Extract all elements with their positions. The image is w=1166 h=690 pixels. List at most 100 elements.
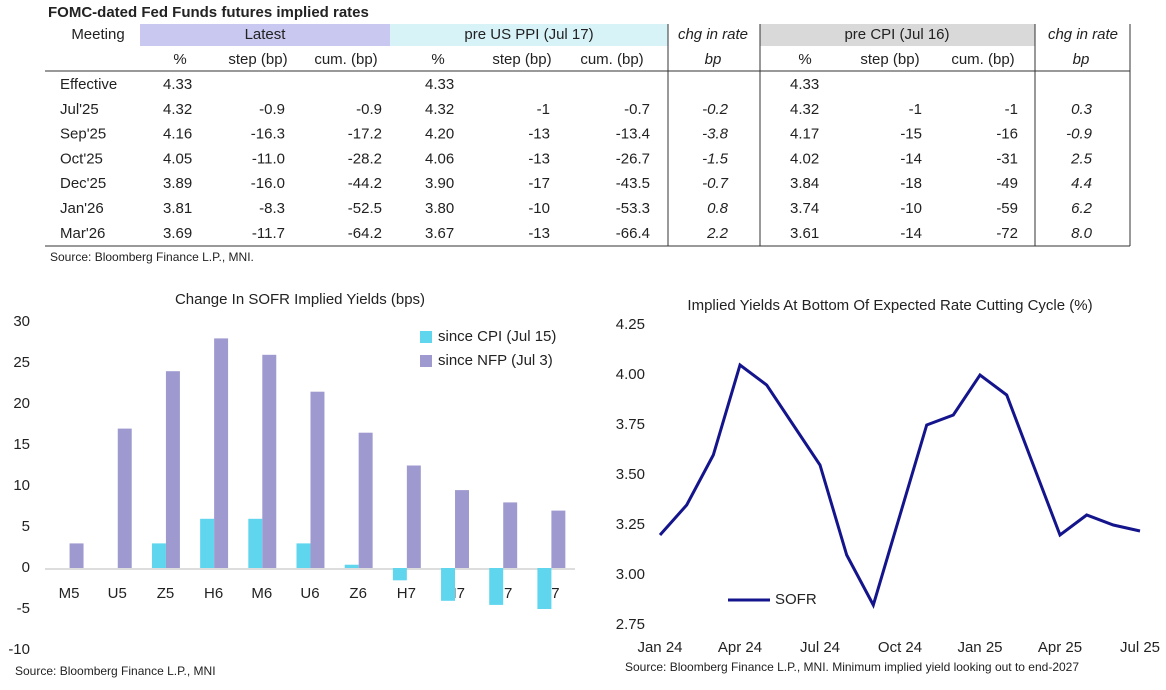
bar [551,510,566,568]
y-tick-label: -5 [17,600,30,617]
bar [200,518,215,568]
sub-header: % [173,51,186,68]
cell: -14 [900,225,922,242]
row-label: Effective [60,76,117,93]
y-tick-label: 3.50 [616,466,645,483]
ppi-header-bg [390,24,668,46]
bar [441,568,456,601]
cell: -43.5 [616,175,650,192]
sub-header: cum. (bp) [580,51,643,68]
cell: 3.61 [790,225,819,242]
row-label: Jul'25 [60,101,99,118]
bar [117,428,132,568]
cell: 3.90 [425,175,454,192]
cell: 3.74 [790,200,819,217]
latest-header-bg [140,24,390,46]
cell: 4.05 [163,150,192,167]
cell: -11.7 [252,225,285,242]
table-title: FOMC-dated Fed Funds futures implied rat… [48,4,369,21]
group-header: chg in rate [1048,26,1118,43]
cell: -16.3 [251,126,285,143]
cell: 4.32 [790,101,819,118]
chart-source: Source: Bloomberg Finance L.P., MNI. Min… [625,660,1079,674]
group-header: Latest [245,26,287,43]
cell: 0.3 [1071,101,1093,118]
sub-header: step (bp) [860,51,919,68]
x-tick-label: H7 [397,585,416,602]
cell: -72 [996,225,1018,242]
cell: -8.3 [259,200,285,217]
y-tick-label: 3.25 [616,516,645,533]
sub-header: % [431,51,444,68]
y-tick-label: 4.25 [616,316,645,333]
cell: -11.0 [252,150,285,167]
cell: 3.80 [425,200,454,217]
cell: -1 [909,101,922,118]
table-source: Source: Bloomberg Finance L.P., MNI. [50,250,254,264]
cell: 4.02 [790,150,819,167]
cell: -13 [528,126,550,143]
cell: 4.32 [163,101,192,118]
sub-header: bp [705,51,722,68]
y-tick-label: 5 [22,518,30,535]
cell: -17.2 [348,126,382,143]
row-label: Jan'26 [60,200,104,217]
y-tick-label: 25 [13,354,30,371]
x-tick-label: H6 [204,585,223,602]
cell: 4.32 [425,101,454,118]
bar [151,543,166,568]
cell: -53.3 [616,200,650,217]
sub-header: bp [1073,51,1090,68]
cell: 3.81 [163,200,192,217]
bar [248,518,263,568]
chart-title: Change In SOFR Implied Yields (bps) [175,291,425,308]
x-tick-label: U6 [300,585,319,602]
bar [537,568,552,609]
group-header: pre CPI (Jul 16) [844,26,949,43]
cell: -17 [528,175,550,192]
cell: -15 [900,126,922,143]
bar [358,432,373,568]
sub-header: step (bp) [492,51,551,68]
row-label: Sep'25 [60,126,106,143]
x-tick-label: Z5 [157,585,175,602]
y-tick-label: 3.75 [616,416,645,433]
bar [489,568,504,605]
y-tick-label: 10 [13,477,30,494]
cell: -66.4 [616,225,650,242]
cell: -16 [996,126,1018,143]
y-tick-label: 0 [22,559,30,576]
bar [165,371,180,568]
cell: 3.67 [425,225,454,242]
cell: -0.9 [356,101,382,118]
cpi-header-bg [760,24,1035,46]
sub-header: step (bp) [228,51,287,68]
cell: -13 [528,225,550,242]
bar [392,568,407,581]
y-tick-label: 4.00 [616,366,645,383]
cell: -0.7 [624,101,650,118]
y-tick-label: 2.75 [616,616,645,633]
x-tick-label: U5 [108,585,127,602]
x-tick-label: Apr 24 [718,639,762,656]
x-tick-label: Jul 24 [800,639,840,656]
cell: -18 [900,175,922,192]
bar [406,465,421,568]
cell: -64.2 [348,225,382,242]
bar [296,543,311,568]
cell: -28.2 [348,150,382,167]
cell: -13 [528,150,550,167]
cell: -13.4 [616,126,650,143]
chart-source: Source: Bloomberg Finance L.P., MNI [15,664,216,678]
cell: -3.8 [702,126,729,143]
bar [214,338,229,568]
cell: -0.9 [259,101,285,118]
cell: 2.5 [1070,150,1093,167]
cell: -0.9 [1066,126,1093,143]
cell: 4.33 [425,76,454,93]
cell: -1 [1005,101,1018,118]
bar [69,543,84,568]
cell: -1 [537,101,550,118]
y-tick-label: 20 [13,395,30,412]
